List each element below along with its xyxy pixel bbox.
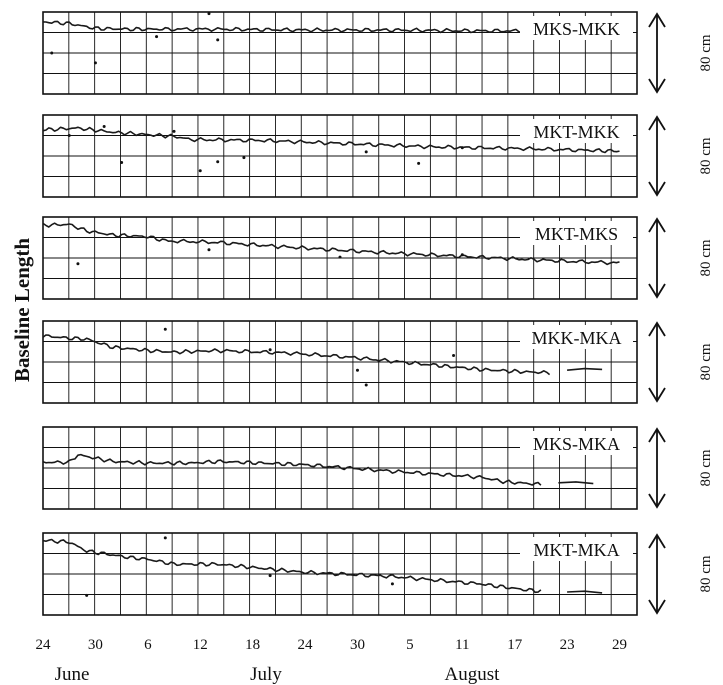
scale-arrow-head	[648, 78, 666, 94]
outlier-point	[216, 38, 220, 42]
scale-arrow-head	[648, 217, 666, 233]
scale-arrow-head	[648, 181, 666, 197]
series-line	[42, 126, 620, 154]
outlier-point	[163, 536, 167, 540]
outlier-point	[155, 35, 159, 39]
panel-label: MKT-MKK	[533, 122, 619, 142]
x-tick-label: 17	[507, 637, 523, 653]
outlier-point	[268, 574, 272, 578]
series-tail	[567, 590, 603, 594]
series-line	[42, 538, 542, 594]
panel-label-bg	[520, 119, 633, 143]
outlier-point	[417, 161, 421, 165]
series-line	[42, 453, 542, 486]
scale-arrow-head	[648, 387, 666, 403]
series-tail	[567, 367, 603, 371]
outlier-point	[50, 51, 54, 55]
scale-arrow-head	[648, 533, 666, 549]
outlier-point	[85, 593, 89, 597]
panel-label: MKS-MKK	[533, 19, 620, 39]
outlier-point	[460, 146, 464, 150]
panel-label-bg	[520, 221, 633, 245]
outlier-point	[207, 12, 211, 16]
panel-label-bg	[520, 16, 633, 40]
outlier-point	[460, 253, 464, 257]
panel-label: MKK-MKA	[532, 328, 622, 348]
outlier-point	[242, 156, 246, 160]
scale-arrow-head	[648, 12, 666, 28]
panel-label: MKT-MKA	[533, 540, 619, 560]
series-line	[42, 222, 620, 266]
x-tick-label: 6	[144, 637, 152, 653]
x-tick-label: 23	[560, 637, 575, 653]
panel-label: MKT-MKS	[535, 224, 618, 244]
outlier-point	[338, 255, 342, 259]
outlier-point	[67, 134, 71, 137]
outlier-point	[102, 124, 106, 128]
scale-label: 80 cm	[698, 449, 714, 486]
x-tick-label: 24	[36, 637, 52, 653]
outlier-point	[216, 160, 220, 164]
outlier-point	[452, 353, 456, 357]
outlier-point	[355, 368, 359, 372]
scale-arrow-head	[648, 599, 666, 615]
x-tick-label: 11	[455, 637, 469, 653]
panel-label: MKS-MKA	[533, 434, 620, 454]
month-label: June	[55, 664, 90, 685]
x-tick-label: 30	[88, 637, 103, 653]
scale-arrow-head	[648, 115, 666, 131]
outlier-point	[364, 150, 368, 154]
panel-label-bg	[520, 431, 633, 455]
panel-label-bg	[520, 325, 633, 349]
outlier-point	[120, 161, 124, 165]
outlier-point	[207, 248, 211, 252]
scale-arrow-head	[648, 493, 666, 509]
month-label: July	[250, 664, 282, 685]
panel-label-bg	[520, 537, 633, 561]
outlier-point	[364, 383, 368, 387]
outlier-point	[390, 582, 394, 586]
outlier-point	[172, 129, 176, 133]
x-tick-label: 29	[612, 637, 627, 653]
scale-label: 80 cm	[698, 555, 714, 592]
series-line	[42, 334, 551, 376]
month-label: August	[445, 664, 501, 685]
scale-label: 80 cm	[698, 343, 714, 380]
outlier-point	[163, 327, 167, 331]
y-axis-label: Baseline Length	[10, 238, 34, 382]
scale-arrow-head	[648, 283, 666, 299]
scale-label: 80 cm	[698, 34, 714, 71]
x-tick-label: 12	[193, 637, 208, 653]
scale-arrow-head	[648, 427, 666, 443]
outlier-point	[93, 61, 97, 65]
scale-label: 80 cm	[698, 239, 714, 276]
x-tick-label: 30	[350, 637, 365, 653]
x-tick-label: 18	[245, 637, 260, 653]
series-tail	[558, 481, 594, 485]
x-tick-label: 5	[406, 637, 414, 653]
outlier-point	[198, 169, 202, 173]
scale-arrow-head	[648, 321, 666, 337]
outlier-point	[76, 262, 80, 266]
scale-label: 80 cm	[698, 137, 714, 174]
outlier-point	[268, 348, 272, 352]
x-tick-label: 24	[298, 637, 314, 653]
